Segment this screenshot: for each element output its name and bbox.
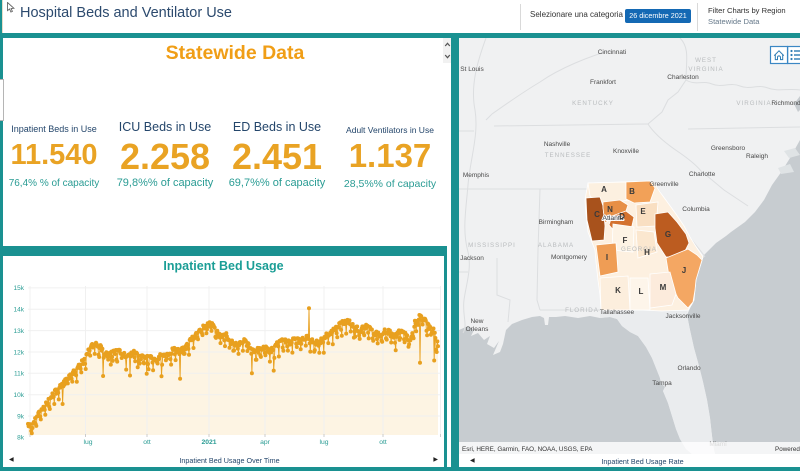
svg-text:Knoxville: Knoxville [613,148,639,155]
svg-text:2021: 2021 [201,439,216,446]
svg-text:VIRGINIA: VIRGINIA [736,100,771,107]
svg-text:8k: 8k [17,435,25,442]
svg-text:lug: lug [83,439,92,446]
svg-text:Charleston: Charleston [667,74,699,81]
svg-text:H: H [644,248,650,257]
svg-text:St Louis: St Louis [460,66,484,73]
svg-text:GEORGIA: GEORGIA [621,246,657,253]
svg-text:ott: ott [379,439,387,446]
svg-text:WEST: WEST [695,57,717,64]
svg-text:Memphis: Memphis [463,172,490,179]
svg-text:Atlanta: Atlanta [602,215,623,222]
svg-text:11k: 11k [14,371,25,378]
svg-text:15k: 15k [14,285,25,292]
svg-text:J: J [682,266,686,275]
svg-text:F: F [623,236,628,245]
svg-text:G: G [665,230,671,239]
svg-text:I: I [606,253,608,262]
svg-text:Powered: Powered [775,446,800,453]
svg-text:Orleans: Orleans [466,326,490,333]
svg-text:14k: 14k [14,307,25,314]
svg-text:Tampa: Tampa [652,380,672,387]
svg-text:N: N [607,205,613,214]
svg-text:New: New [470,318,483,325]
svg-text:12k: 12k [14,349,25,356]
svg-text:B: B [629,187,635,196]
svg-text:lug: lug [319,439,328,446]
svg-text:Atlanta: Atlanta [602,215,623,222]
svg-text:Jacksonville: Jacksonville [665,313,700,320]
svg-text:Tallahassee: Tallahassee [600,309,635,316]
svg-text:Jackson: Jackson [460,255,484,262]
svg-text:M: M [660,283,667,292]
svg-text:Columbia: Columbia [682,206,710,213]
svg-text:9k: 9k [17,413,25,420]
svg-text:L: L [639,287,644,296]
svg-text:FLORIDA: FLORIDA [565,307,599,314]
svg-text:Esri, HERE, Garmin, FAO, NOAA,: Esri, HERE, Garmin, FAO, NOAA, USGS, EPA [462,446,593,453]
svg-text:ott: ott [143,439,151,446]
svg-text:A: A [601,185,607,194]
svg-text:Montgomery: Montgomery [551,254,588,261]
svg-text:10k: 10k [14,392,25,399]
svg-text:KENTUCKY: KENTUCKY [572,100,614,107]
svg-text:TENNESSEE: TENNESSEE [545,152,591,159]
svg-text:VIRGINIA: VIRGINIA [688,66,723,73]
svg-text:Frankfort: Frankfort [590,79,616,86]
svg-text:apr: apr [260,439,271,446]
svg-text:Orlando: Orlando [677,365,701,372]
svg-text:Richmond: Richmond [771,100,800,107]
svg-text:Nashville: Nashville [544,141,571,148]
svg-text:K: K [615,286,621,295]
svg-text:E: E [640,207,646,216]
svg-text:D: D [619,212,625,221]
svg-text:Birmingham: Birmingham [539,219,574,226]
svg-text:Raleigh: Raleigh [746,153,768,160]
svg-text:Greensboro: Greensboro [711,145,746,152]
svg-text:Greenville: Greenville [649,181,679,188]
svg-text:ALABAMA: ALABAMA [538,242,574,249]
svg-text:MISSISSIPPI: MISSISSIPPI [468,242,516,249]
svg-text:C: C [594,210,600,219]
svg-text:Cincinnati: Cincinnati [598,49,627,56]
svg-text:13k: 13k [14,328,25,335]
svg-text:Charlotte: Charlotte [689,171,716,178]
